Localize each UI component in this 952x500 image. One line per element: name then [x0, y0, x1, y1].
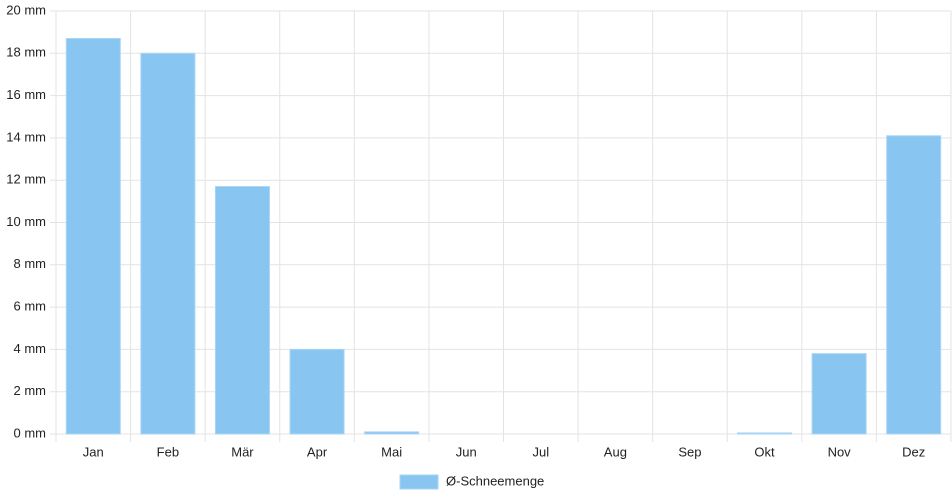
x-tick-label: Jun: [456, 444, 477, 459]
bar: [289, 348, 345, 435]
x-tick-label: Aug: [604, 444, 627, 459]
y-tick-label: 10 mm: [6, 214, 46, 229]
y-tick-label: 12 mm: [6, 172, 46, 187]
x-tick-label: Sep: [678, 444, 701, 459]
bar: [886, 135, 942, 435]
bar: [65, 37, 121, 435]
x-tick-label: Mai: [381, 444, 402, 459]
x-tick-label: Okt: [754, 444, 775, 459]
bar: [811, 353, 867, 435]
x-tick-label: Jan: [83, 444, 104, 459]
y-tick-label: 2 mm: [14, 383, 47, 398]
x-tick-label: Dez: [902, 444, 925, 459]
x-tick-label: Feb: [157, 444, 179, 459]
bar: [364, 431, 420, 435]
x-tick-label: Jul: [532, 444, 549, 459]
bar: [214, 186, 270, 435]
y-tick-label: 6 mm: [14, 299, 47, 314]
y-tick-label: 16 mm: [6, 87, 46, 102]
y-tick-label: 0 mm: [14, 425, 47, 440]
legend-label: Ø-Schneemenge: [446, 473, 544, 488]
y-tick-label: 4 mm: [14, 341, 47, 356]
x-tick-label: Nov: [828, 444, 852, 459]
bar: [737, 432, 793, 435]
y-tick-label: 14 mm: [6, 129, 46, 144]
y-tick-label: 8 mm: [14, 256, 47, 271]
legend-swatch: [399, 474, 439, 490]
x-tick-label: Mär: [231, 444, 254, 459]
y-tick-label: 18 mm: [6, 45, 46, 60]
y-tick-label: 20 mm: [6, 2, 46, 17]
bar: [140, 52, 196, 435]
x-tick-label: Apr: [307, 444, 328, 459]
